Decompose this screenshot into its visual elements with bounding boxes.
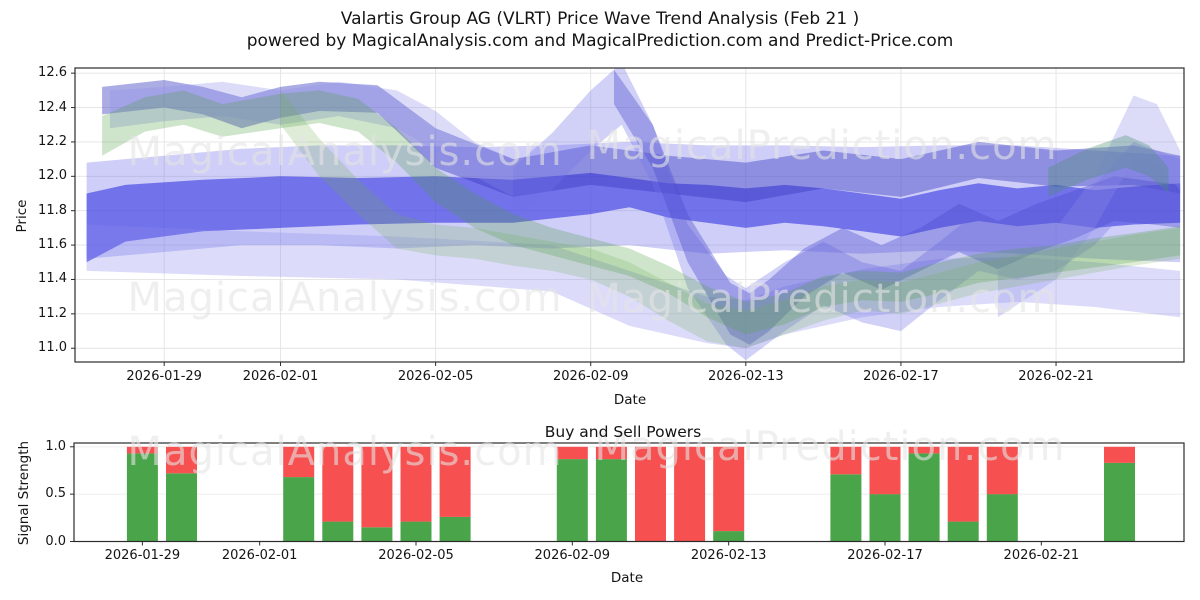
price-ytick-label: 11.4 [38, 271, 67, 287]
page-title: Valartis Group AG (VLRT) Price Wave Tren… [340, 9, 860, 29]
price-ytick-label: 11.8 [38, 202, 67, 218]
page-subtitle: powered by MagicalAnalysis.com and Magic… [246, 31, 954, 51]
sell-bar-2026-02-11 [635, 446, 666, 542]
price-ytick-label: 12.2 [38, 133, 67, 149]
sell-bar-2026-02-02 [283, 446, 315, 478]
sell-bar-2026-01-30 [166, 446, 197, 474]
price-xtick-label: 2026-02-05 [397, 369, 474, 384]
price-plot-border [74, 67, 1185, 363]
signal-axis-label: Signal Strength [16, 440, 32, 546]
green-right-band [1048, 135, 1169, 197]
sell-bar-2026-02-06 [439, 446, 471, 517]
buy-bar-2026-02-19 [947, 521, 979, 542]
buy-bar-2026-02-05 [400, 521, 432, 542]
main-bright-band [86, 172, 1181, 263]
buy-bar-2026-02-23 [1104, 462, 1135, 542]
signal-xtick-label: 2026-02-05 [378, 547, 454, 563]
price-axis-label: Price [14, 199, 30, 233]
wide-light-band [86, 141, 1181, 263]
sell-bar-2026-02-09 [556, 446, 588, 460]
sell-bar-2026-02-19 [947, 446, 979, 522]
price-xtick-label: 2026-02-09 [552, 369, 629, 384]
signal-ytick-label: 0.0 [45, 533, 66, 549]
spike-dip-band [513, 68, 1181, 361]
signal-xtick-label: 2026-02-13 [690, 547, 767, 563]
price-ytick-label: 12.4 [38, 99, 67, 115]
signal-xtick-label: 2026-02-17 [847, 547, 923, 563]
sell-bar-2026-02-16 [830, 446, 862, 475]
buy-bar-2026-02-13 [713, 531, 745, 542]
price-ytick-label: 12.6 [38, 65, 67, 81]
signal-ytick-label: 0.5 [45, 486, 66, 502]
price-xtick-label: 2026-02-17 [863, 369, 939, 384]
buy-bar-2026-02-16 [830, 474, 862, 542]
buy-bar-2026-02-09 [556, 459, 588, 542]
sell-bar-2026-02-20 [986, 446, 1018, 495]
price-ytick-label: 11.6 [38, 237, 67, 253]
price-xtick-label: 2026-02-21 [1018, 369, 1094, 384]
buy-bar-2026-01-29 [126, 453, 158, 542]
deep-dip-band [614, 69, 1181, 345]
green-second-band [280, 90, 1181, 349]
upper-light-band [109, 81, 514, 197]
sell-bar-2026-02-18 [908, 446, 940, 454]
buy-bar-2026-02-17 [869, 494, 901, 542]
sell-bar-2026-02-04 [361, 446, 393, 528]
buy-bar-2026-02-04 [361, 527, 393, 542]
price-ytick-label: 12.0 [38, 168, 67, 184]
date-axis-label-top: Date [613, 392, 647, 408]
pale-lower-band [86, 224, 1181, 349]
signal-xtick-label: 2026-02-01 [221, 547, 298, 563]
right-peak-band [997, 95, 1181, 318]
price-xtick-label: 2026-02-01 [242, 369, 319, 384]
signal-xtick-label: 2026-02-09 [534, 547, 611, 563]
price-xtick-label: 2026-02-13 [708, 369, 784, 384]
buy-bar-2026-02-06 [439, 516, 471, 542]
price-ytick-label: 11.0 [38, 340, 67, 356]
sell-bar-2026-02-17 [869, 446, 901, 495]
sell-bar-2026-01-29 [126, 446, 158, 454]
buy-bar-2026-02-18 [908, 453, 940, 542]
signal-plot-border [73, 442, 1185, 543]
sell-bar-2026-02-10 [595, 446, 627, 460]
sell-bar-2026-02-12 [674, 446, 706, 542]
signal-bars [126, 446, 1135, 542]
buy-bar-2026-01-30 [166, 473, 197, 542]
wave-bands [86, 68, 1181, 361]
sell-bar-2026-02-05 [400, 446, 432, 522]
signal-xtick-label: 2026-02-21 [1003, 547, 1080, 563]
buy-bar-2026-02-20 [986, 494, 1018, 542]
signal-xtick-label: 2026-01-29 [104, 547, 181, 563]
price-ytick-label: 11.2 [38, 305, 67, 321]
date-axis-label-bottom: Date [610, 570, 644, 586]
sell-bar-2026-02-23 [1104, 446, 1135, 463]
upper-dark-band [102, 80, 1181, 203]
buy-bar-2026-02-03 [322, 521, 354, 542]
signal-chart-title: Buy and Sell Powers [544, 423, 702, 441]
sell-bar-2026-02-03 [322, 446, 354, 522]
buy-bar-2026-02-10 [595, 459, 627, 542]
green-main-band [102, 90, 1181, 335]
price-xtick-label: 2026-01-29 [126, 369, 202, 384]
buy-bar-2026-02-02 [283, 477, 315, 542]
sell-bar-2026-02-13 [713, 446, 745, 532]
signal-ytick-label: 1.0 [45, 438, 66, 454]
